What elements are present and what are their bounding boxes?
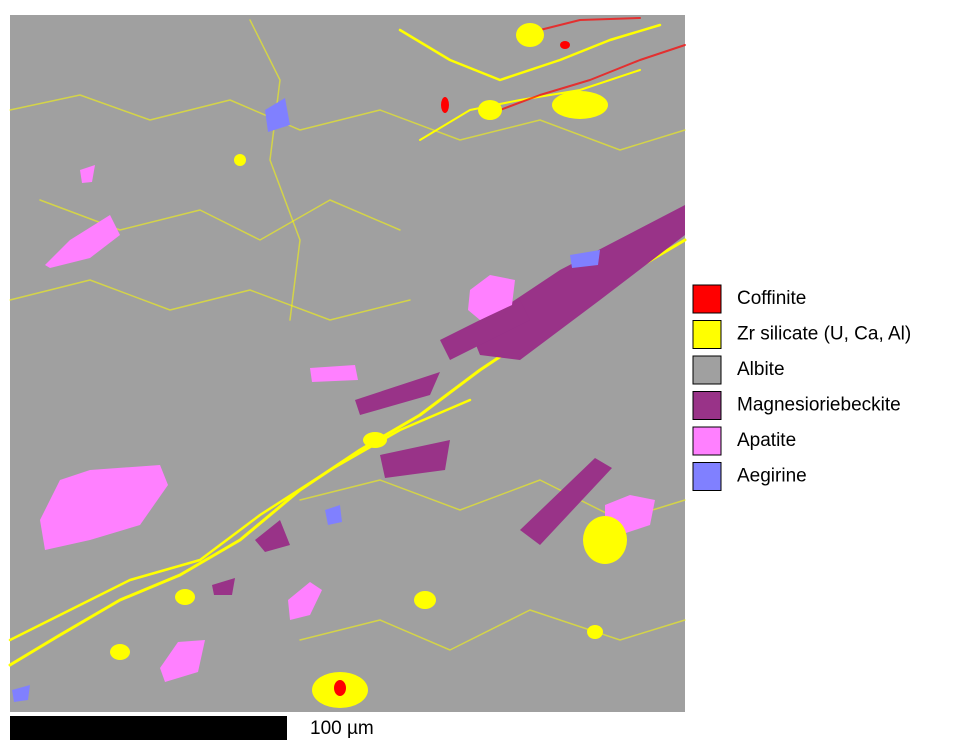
phase-patch [334, 680, 346, 696]
phase-patch [478, 100, 502, 120]
phase-patch [110, 644, 130, 660]
phase-patch [414, 591, 436, 609]
phase-patch [516, 23, 544, 47]
legend-swatch [693, 321, 721, 349]
legend-swatch [693, 392, 721, 420]
scale-bar [10, 716, 287, 740]
legend-label: Albite [737, 359, 785, 380]
figure: Coffinite Zr silicate (U, Ca, Al) Albite Ma… [0, 0, 971, 746]
phase-patch [441, 97, 449, 113]
phase-patch [587, 625, 603, 639]
legend-label: Coffinite [737, 288, 806, 309]
legend-label: Zr silicate (U, Ca, Al) [737, 324, 911, 345]
phase-patch [234, 154, 246, 166]
legend-label: Magnesioriebeckite [737, 395, 901, 416]
phase-patch [583, 516, 627, 564]
phase-patch [552, 91, 608, 119]
phase-patch [175, 589, 195, 605]
legend-label: Aegirine [737, 466, 807, 487]
legend-swatch [693, 285, 721, 313]
legend-swatch [693, 427, 721, 455]
scale-bar-label: 100 µm [310, 718, 374, 739]
phase-patch [560, 41, 570, 49]
phase-map [10, 15, 685, 712]
legend-swatch [693, 463, 721, 491]
phase-patch [363, 432, 387, 448]
legend-swatch [693, 356, 721, 384]
legend-label: Apatite [737, 430, 796, 451]
legend: Coffinite Zr silicate (U, Ca, Al) Albite Ma… [693, 285, 911, 491]
apatite-grain [310, 365, 358, 382]
albite-matrix [10, 15, 685, 712]
